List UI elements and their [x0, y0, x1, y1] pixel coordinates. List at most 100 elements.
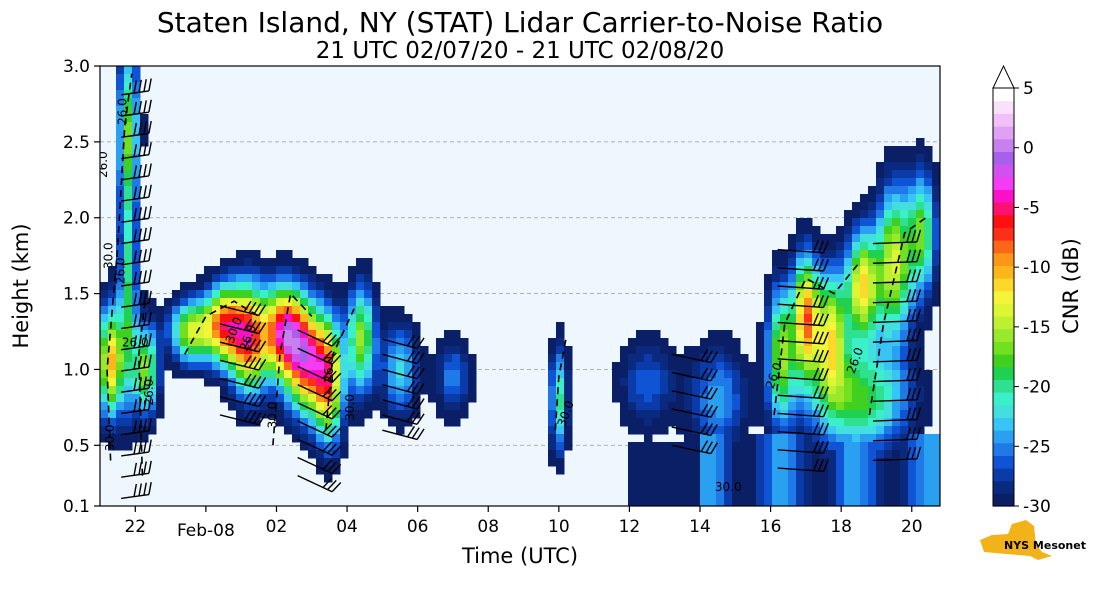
cnr-cell: [852, 418, 861, 427]
cnr-cell: [788, 234, 797, 243]
cnr-cell: [204, 330, 213, 339]
cnr-cell: [836, 322, 845, 331]
cnr-cell: [860, 458, 869, 467]
cnr-cell: [316, 458, 325, 467]
wind-barb: [297, 383, 342, 402]
cnr-cell: [372, 394, 381, 403]
cnr-cell: [788, 442, 797, 451]
cnr-cell: [684, 450, 693, 459]
cnr-cell: [724, 434, 733, 443]
cnr-cell: [244, 258, 253, 267]
cnr-cell: [780, 458, 789, 467]
cnr-cell: [340, 450, 349, 459]
cnr-cell: [924, 322, 933, 331]
cnr-cell: [260, 266, 269, 275]
y-tick-label: 3.0: [63, 57, 90, 77]
colorbar-swatch: [993, 341, 1014, 355]
cnr-cell: [932, 466, 940, 475]
cnr-cell: [276, 290, 285, 299]
colorbar-tick-label: 0: [1023, 139, 1034, 159]
cnr-cell: [716, 354, 725, 363]
cnr-cell: [220, 338, 229, 347]
cnr-cell: [812, 410, 821, 419]
cnr-cell: [748, 498, 757, 506]
cnr-cell: [924, 314, 933, 323]
cnr-cell: [156, 330, 165, 339]
wind-barb: [297, 402, 342, 420]
cnr-cell: [436, 354, 445, 363]
cnr-cell: [660, 474, 669, 483]
cnr-cell: [220, 314, 229, 323]
colorbar-swatch: [993, 328, 1014, 342]
cnr-cell: [780, 498, 789, 506]
cnr-cell: [860, 330, 869, 339]
cnr-cell: [236, 410, 245, 419]
cnr-cell: [892, 250, 901, 259]
cnr-cell: [556, 418, 565, 427]
cnr-cell: [916, 322, 925, 331]
cnr-cell: [852, 330, 861, 339]
cnr-cell: [212, 290, 221, 299]
cnr-cell: [108, 314, 117, 323]
cnr-cell: [892, 386, 901, 395]
cnr-cell: [668, 458, 677, 467]
cnr-cell: [276, 266, 285, 275]
cnr-cell: [876, 330, 885, 339]
cnr-cell: [788, 458, 797, 467]
cnr-cell: [244, 306, 253, 315]
cnr-cell: [116, 242, 125, 251]
cnr-cell: [812, 282, 821, 291]
cnr-cell: [116, 66, 125, 75]
contour-label: 30.0: [715, 480, 742, 494]
cnr-cell: [748, 386, 757, 395]
cnr-cell: [780, 466, 789, 475]
cnr-cell: [116, 130, 125, 139]
cnr-cell: [660, 490, 669, 499]
cnr-cell: [188, 346, 197, 355]
cnr-cell: [916, 186, 925, 195]
cnr-cell: [300, 394, 309, 403]
cnr-cell: [820, 450, 829, 459]
cnr-cell: [908, 202, 917, 211]
cnr-cell: [220, 306, 229, 315]
cnr-cell: [268, 394, 277, 403]
cnr-cell: [644, 410, 653, 419]
cnr-cell: [556, 434, 565, 443]
cnr-cell: [228, 402, 237, 411]
cnr-cell: [828, 362, 837, 371]
chart-title: Staten Island, NY (STAT) Lidar Carrier-t…: [157, 6, 883, 39]
cnr-cell: [924, 194, 933, 203]
cnr-cell: [780, 474, 789, 483]
cnr-cell: [892, 306, 901, 315]
cnr-cell: [644, 386, 653, 395]
cnr-cell: [700, 482, 709, 491]
cnr-cell: [708, 330, 717, 339]
cnr-cell: [412, 386, 421, 395]
cnr-cell: [916, 474, 925, 483]
cnr-cell: [364, 386, 373, 395]
wind-barb: [121, 99, 152, 117]
cnr-cell: [652, 442, 661, 451]
cnr-cell: [116, 362, 125, 371]
cnr-cell: [844, 282, 853, 291]
cnr-cell: [868, 370, 877, 379]
cnr-cell: [276, 370, 285, 379]
cnr-cell: [372, 362, 381, 371]
cnr-cell: [860, 370, 869, 379]
cnr-cell: [244, 362, 253, 371]
cnr-cell: [836, 450, 845, 459]
y-axis: 0.10.51.01.52.02.53.0: [63, 57, 100, 517]
cnr-cell: [276, 394, 285, 403]
cnr-cell: [860, 210, 869, 219]
cnr-cell: [908, 226, 917, 235]
cnr-cell: [100, 426, 109, 435]
cnr-cell: [796, 394, 805, 403]
cnr-cell: [380, 410, 389, 419]
cnr-cell: [228, 338, 237, 347]
cnr-cell: [860, 450, 869, 459]
cnr-cell: [300, 442, 309, 451]
cnr-cell: [268, 402, 277, 411]
cnr-cell: [924, 250, 933, 259]
cnr-cell: [740, 370, 749, 379]
cnr-cell: [732, 354, 741, 363]
